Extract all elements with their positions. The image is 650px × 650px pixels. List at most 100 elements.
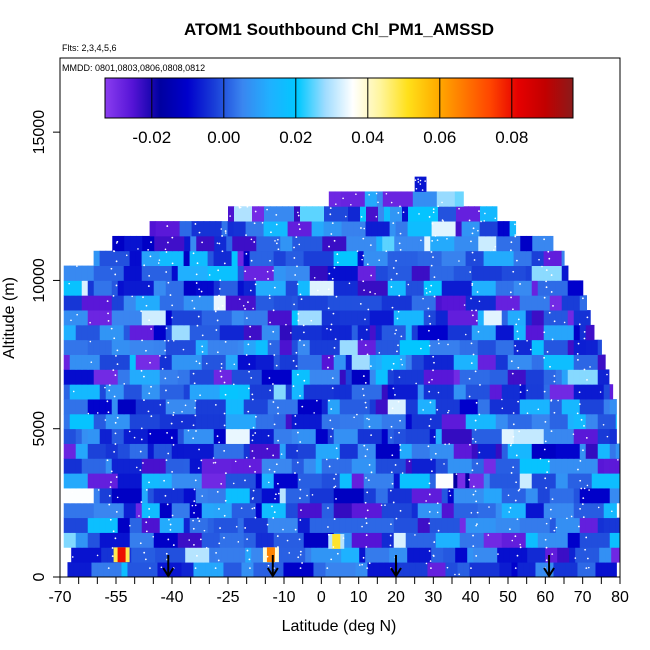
- heatmap-cell: [291, 532, 299, 548]
- heatmap-cell: [393, 339, 401, 355]
- heatmap-cell: [549, 265, 557, 281]
- trace-dot: [471, 251, 474, 254]
- heatmap-cell: [513, 354, 521, 370]
- heatmap-cell: [402, 206, 409, 222]
- heatmap-cell: [117, 354, 125, 370]
- heatmap-cell: [261, 488, 269, 504]
- heatmap-cell: [387, 517, 395, 533]
- heatmap-cell: [147, 428, 155, 444]
- trace-dot: [266, 555, 269, 558]
- heatmap-cell: [171, 428, 179, 444]
- trace-dot: [133, 436, 136, 439]
- trace-dot: [277, 412, 279, 415]
- trace-dot: [111, 547, 114, 549]
- heatmap-cell: [519, 443, 527, 459]
- heatmap-cell: [220, 235, 227, 252]
- trace-dot: [330, 558, 333, 561]
- heatmap-cell: [567, 265, 569, 281]
- trace-dot: [218, 542, 221, 545]
- heatmap-cell: [357, 532, 365, 548]
- heatmap-cell: [93, 517, 101, 533]
- heatmap-cell: [358, 235, 365, 252]
- heatmap-cell: [261, 310, 269, 326]
- trace-dot: [477, 330, 480, 333]
- heatmap-cell: [567, 384, 575, 400]
- trace-dot: [282, 528, 284, 531]
- heatmap-cell: [411, 413, 419, 430]
- heatmap-cell: [165, 532, 173, 548]
- trace-dot: [104, 419, 107, 421]
- heatmap-cell: [417, 339, 425, 355]
- heatmap-cell: [249, 250, 257, 266]
- heatmap-cell: [309, 354, 317, 370]
- heatmap-cell: [381, 310, 389, 326]
- heatmap-cell: [480, 206, 487, 222]
- heatmap-cell: [273, 413, 281, 430]
- heatmap-cell: [411, 399, 419, 415]
- trace-dot: [555, 526, 558, 529]
- heatmap-cell: [207, 384, 215, 400]
- trace-dot: [252, 496, 254, 499]
- trace-dot: [273, 470, 276, 473]
- trace-dot: [123, 383, 126, 385]
- heatmap-cell: [219, 324, 227, 341]
- heatmap-cell: [280, 235, 287, 252]
- trace-dot: [414, 179, 417, 181]
- heatmap-cell: [403, 562, 411, 577]
- heatmap-cell: [477, 295, 485, 311]
- heatmap-cell: [405, 280, 413, 296]
- trace-dot: [364, 344, 367, 347]
- heatmap-cell: [249, 280, 257, 296]
- heatmap-cell: [514, 235, 521, 252]
- heatmap-cell: [305, 221, 313, 237]
- heatmap-cell: [253, 562, 261, 577]
- trace-dot: [437, 205, 439, 208]
- heatmap-cell: [141, 354, 149, 370]
- trace-dot: [128, 430, 131, 433]
- heatmap-cell: [459, 488, 467, 504]
- heatmap-cell: [435, 369, 443, 385]
- heatmap-cell: [501, 443, 509, 459]
- heatmap-cell: [135, 458, 143, 474]
- trace-dot: [115, 260, 118, 263]
- trace-dot: [148, 508, 151, 510]
- heatmap-cell: [567, 473, 575, 489]
- heatmap-cell: [411, 473, 419, 489]
- heatmap-cell: [549, 458, 557, 474]
- heatmap-cell: [537, 310, 545, 326]
- trace-dot: [510, 296, 512, 299]
- heatmap-cell: [483, 324, 491, 341]
- trace-dot: [516, 349, 519, 352]
- trace-dot: [110, 481, 112, 484]
- heatmap-cell: [109, 562, 117, 577]
- heatmap-cell: [437, 547, 444, 563]
- trace-dot: [510, 472, 513, 474]
- heatmap-cell: [449, 221, 457, 237]
- heatmap-cell: [609, 399, 617, 415]
- trace-dot: [474, 440, 477, 443]
- heatmap-cell: [279, 413, 287, 430]
- x-tick-label: 70: [574, 589, 592, 606]
- heatmap-cell: [489, 324, 497, 341]
- heatmap-cell: [435, 532, 443, 548]
- heatmap-cell: [105, 324, 113, 341]
- heatmap-cell: [225, 443, 233, 459]
- heatmap-cell: [393, 369, 401, 385]
- heatmap-cell: [525, 339, 533, 355]
- heatmap-cell: [443, 221, 451, 237]
- heatmap-cell: [447, 295, 455, 311]
- heatmap-cell: [185, 547, 192, 563]
- heatmap-cell: [81, 517, 89, 533]
- heatmap-cell: [177, 369, 185, 385]
- heatmap-cell: [399, 295, 407, 311]
- trace-dot: [267, 277, 269, 280]
- heatmap-cell: [339, 280, 347, 296]
- heatmap-cell: [201, 428, 209, 444]
- heatmap-cell: [495, 517, 503, 533]
- trace-dot: [582, 449, 584, 452]
- trace-dot: [125, 254, 128, 257]
- heatmap-cell: [201, 502, 209, 519]
- trace-dot: [331, 277, 334, 280]
- heatmap-cell: [448, 191, 456, 207]
- heatmap-cell: [477, 428, 485, 444]
